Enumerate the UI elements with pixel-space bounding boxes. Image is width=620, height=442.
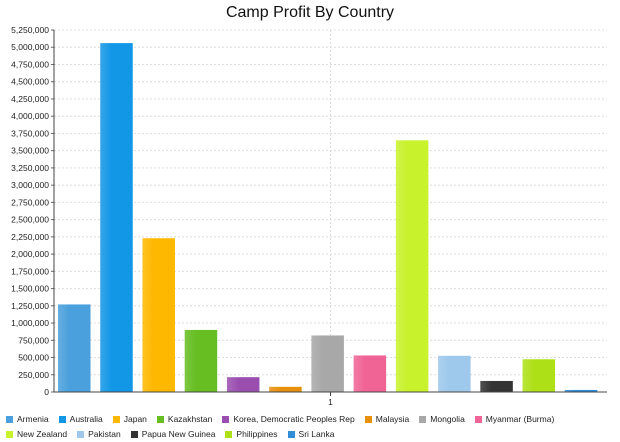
legend-item[interactable]: Malaysia (364, 412, 410, 427)
bar-malaysia[interactable] (269, 386, 302, 392)
y-tick-label: 1,250,000 (11, 301, 49, 311)
y-tick-label: 750,000 (18, 335, 49, 345)
y-tick-label: 1,750,000 (11, 266, 49, 276)
y-tick-label: 1,500,000 (11, 284, 49, 294)
legend-swatch (6, 431, 13, 438)
legend-swatch (156, 416, 164, 423)
legend-swatch (474, 416, 482, 423)
legend-item[interactable]: Armenia (6, 412, 49, 427)
y-tick-label: 2,250,000 (11, 232, 49, 242)
bar-mongolia[interactable] (311, 335, 344, 392)
legend: Armenia Australia Japan Kazakhstan Korea, De… (6, 412, 618, 442)
bar-sri-lanka[interactable] (564, 389, 598, 392)
y-tick-label: 3,000,000 (11, 180, 49, 190)
legend-swatch (130, 431, 138, 438)
y-tick-label: 0 (44, 387, 49, 397)
legend-swatch (287, 431, 295, 438)
legend-swatch (6, 416, 13, 423)
legend-label: Mongolia (430, 414, 465, 424)
legend-label: Myanmar (Burma) (485, 414, 555, 424)
legend-item[interactable]: Philippines (225, 427, 278, 442)
y-axis: 0 250,000 500,000 750,000 1,000,000 1,250,000… (11, 25, 55, 397)
y-tick-label: 3,750,000 (11, 128, 49, 138)
bar-australia[interactable] (100, 43, 133, 392)
legend-item[interactable]: Papua New Guinea (130, 427, 216, 442)
y-tick-label: 5,000,000 (11, 42, 49, 52)
legend-swatch (222, 416, 230, 423)
y-tick-label: 2,750,000 (11, 197, 49, 207)
legend-swatch (77, 431, 85, 438)
legend-swatch (58, 416, 66, 423)
legend-item[interactable]: Korea, Democratic Peoples Rep (222, 412, 355, 427)
x-tick-label: 1 (328, 397, 333, 407)
legend-item[interactable]: Kazakhstan (156, 412, 213, 427)
bar-kazakhstan[interactable] (184, 329, 218, 392)
bar-korea-democratic-peoples-rep[interactable] (226, 377, 260, 392)
legend-item[interactable]: Myanmar (Burma) (474, 412, 555, 427)
legend-item[interactable]: Mongolia (419, 412, 465, 427)
legend-label: Korea, Democratic Peoples Rep (233, 414, 355, 424)
bar-japan[interactable] (142, 238, 175, 392)
legend-label: New Zealand (17, 429, 68, 439)
legend-swatch (364, 416, 372, 423)
chart-title: Camp Profit By Country (225, 4, 395, 21)
legend-item[interactable]: New Zealand (6, 427, 67, 442)
legend-item[interactable]: Australia (58, 412, 103, 427)
y-tick-label: 4,750,000 (11, 59, 49, 69)
legend-item[interactable]: Pakistan (77, 427, 121, 442)
y-tick-label: 1,000,000 (11, 318, 49, 328)
y-tick-label: 3,250,000 (11, 163, 49, 173)
bar-new-zealand[interactable] (395, 140, 429, 392)
y-tick-label: 500,000 (18, 353, 49, 363)
y-tick-label: 4,500,000 (11, 77, 49, 87)
legend-item[interactable]: Sri Lanka (287, 427, 335, 442)
y-tick-label: 4,000,000 (11, 111, 49, 121)
legend-label: Philippines (236, 429, 278, 439)
bar-papua-new-guinea[interactable] (480, 380, 513, 392)
bar-myanmar-burma[interactable] (353, 355, 387, 392)
y-tick-label: 2,500,000 (11, 215, 49, 225)
legend-item[interactable]: Japan (112, 412, 147, 427)
legend-label: Papua New Guinea (141, 429, 216, 439)
bars (58, 43, 598, 392)
bar-armenia[interactable] (58, 304, 91, 392)
gridlines (54, 29, 607, 392)
y-tick-label: 4,250,000 (11, 94, 49, 104)
legend-label: Kazakhstan (167, 414, 213, 424)
legend-swatch (419, 416, 427, 423)
x-axis: 1 (54, 391, 607, 407)
y-tick-label: 250,000 (18, 370, 49, 380)
y-tick-label: 3,500,000 (11, 146, 49, 156)
legend-label: Armenia (17, 414, 49, 424)
bar-philippines[interactable] (522, 359, 556, 392)
legend-label: Sri Lanka (298, 429, 335, 439)
y-tick-label: 5,250,000 (11, 25, 49, 35)
legend-swatch (225, 431, 233, 438)
bar-pakistan[interactable] (438, 355, 471, 392)
bar-chart: 0 250,000 500,000 750,000 1,000,000 1,250,000… (11, 25, 607, 407)
legend-swatch (112, 416, 120, 423)
y-tick-label: 2,000,000 (11, 249, 49, 259)
legend-label: Japan (123, 414, 147, 424)
legend-label: Pakistan (88, 429, 121, 439)
legend-label: Australia (69, 414, 103, 424)
legend-label: Malaysia (375, 414, 410, 424)
